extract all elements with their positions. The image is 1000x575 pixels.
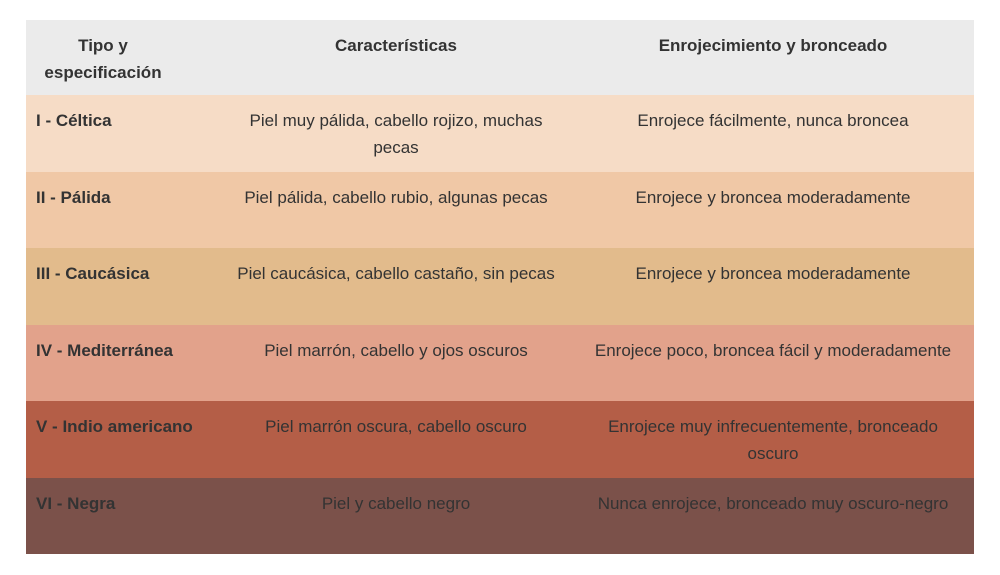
table-cell: Piel marrón, cabello y ojos oscuros — [264, 340, 528, 360]
skin-type-table: Tipo y especificación Características En… — [26, 20, 974, 554]
table-row: II - Pálida Piel pálida, cabello rubio, a… — [26, 171, 974, 248]
table-cell: Nunca enrojece, bronceado muy oscuro-neg… — [597, 493, 949, 513]
table-cell: Piel marrón oscura, cabello oscuro — [265, 417, 527, 436]
type-cell: VI - Negra — [36, 493, 116, 513]
header-cell: Enrojecimiento y bronceado — [572, 20, 974, 95]
table-row: VI - Negra Piel y cabello negro Nunca enro… — [26, 477, 974, 554]
table-cell: Enrojece muy infrecuentemente, bronceado… — [608, 417, 938, 463]
table-cell: Piel y cabello negro — [321, 493, 471, 513]
type-cell: V - Indio americano — [36, 417, 193, 436]
type-cell: II - Pálida — [36, 187, 111, 207]
type-cell: I - Céltica — [36, 111, 112, 130]
table-cell: Enrojece y broncea moderadamente — [635, 264, 911, 283]
table-row: I - Céltica Piel muy pálida, cabello roji… — [26, 95, 974, 172]
table-row: III - Caucásica Piel caucásica, cabello c… — [26, 248, 974, 325]
table-cell: Piel pálida, cabello rubio, algunas peca… — [244, 187, 548, 207]
type-cell: IV - Mediterránea — [36, 340, 173, 360]
table-cell: Piel muy pálida, cabello rojizo, muchas … — [249, 111, 543, 157]
table-row: IV - Mediterránea Piel marrón, cabello y … — [26, 324, 974, 401]
header-cell: Características — [220, 20, 572, 95]
table-cell: Enrojece fácilmente, nunca broncea — [637, 111, 909, 130]
header-cell: Tipo y especificación — [26, 20, 220, 95]
table-row: V - Indio americano Piel marrón oscura, c… — [26, 401, 974, 478]
table-cell: Piel caucásica, cabello castaño, sin pec… — [237, 264, 555, 283]
table-cell: Enrojece poco, broncea fácil y moderadam… — [594, 340, 952, 360]
table-cell: Enrojece y broncea moderadamente — [635, 187, 911, 207]
type-cell: III - Caucásica — [36, 264, 150, 283]
header-row: Tipo y especificación Características En… — [26, 20, 974, 95]
